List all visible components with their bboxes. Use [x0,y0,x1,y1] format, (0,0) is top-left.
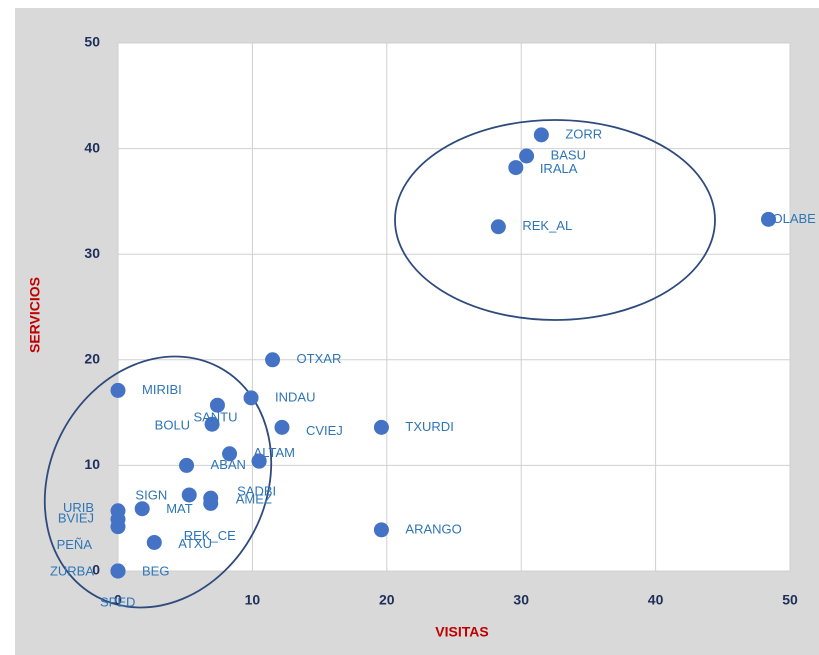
x-tick-label: 0 [114,592,122,608]
point-label: MAT [166,501,193,516]
point [274,419,290,435]
y-tick-label: 30 [84,245,100,261]
point-label: ATXU [178,536,212,551]
y-tick-label: 40 [84,139,100,155]
x-tick-label: 40 [648,592,664,608]
x-tick-label: 20 [379,592,395,608]
point-label: SANTU [193,410,237,425]
point [222,446,238,462]
point [110,563,126,579]
point-label: ARANGO [405,521,461,536]
point [134,501,150,517]
point-label: CVIEJ [306,423,343,438]
point [373,419,389,435]
point-label: SADBI [237,484,276,499]
point-label: INDAU [275,389,315,404]
point-label: REK_CE [184,528,236,543]
y-axis-label: SERVICIOS [27,277,43,353]
cluster-ellipse [43,355,273,609]
point-label: ABAN [211,457,246,472]
point-label: URIB [63,500,94,515]
point [146,534,162,550]
plot-area [118,43,790,571]
point-label: AMEZ [236,492,272,507]
point [533,127,549,143]
point [760,211,776,227]
point-label: SPED [100,594,135,609]
y-tick-label: 0 [92,562,100,578]
point [373,522,389,538]
point [204,416,220,432]
point-label: PEÑA [57,537,93,552]
point-label: IRALA [540,161,578,176]
point [243,390,259,406]
point [251,453,267,469]
point-label: REK_AL [522,218,572,233]
point-label: TXURDI [405,419,453,434]
point-label: OLABE [772,211,816,226]
y-tick-label: 50 [84,34,100,50]
cluster-ellipse [394,119,716,321]
point [209,397,225,413]
point-label: SIGN [135,487,167,502]
point [110,519,126,535]
x-tick-label: 30 [513,592,529,608]
point [181,487,197,503]
point-label: BEG [142,563,169,578]
point-label: ZORR [565,126,602,141]
point [179,457,195,473]
point [110,382,126,398]
point [265,352,281,368]
point [519,148,535,164]
point [490,219,506,235]
point [203,495,219,511]
point-label: ZURBA [50,563,94,578]
y-tick-label: 10 [84,456,100,472]
x-axis-label: VISITAS [435,624,488,640]
x-tick-label: 10 [245,592,261,608]
point-label: BOLU [155,418,190,433]
y-tick-label: 20 [84,351,100,367]
point-label: MIRIBI [142,382,182,397]
point-label: BASU [551,147,586,162]
point-label: BVIEJ [58,511,94,526]
point-label: OTXAR [297,351,342,366]
point [508,160,524,176]
x-tick-label: 50 [782,592,798,608]
